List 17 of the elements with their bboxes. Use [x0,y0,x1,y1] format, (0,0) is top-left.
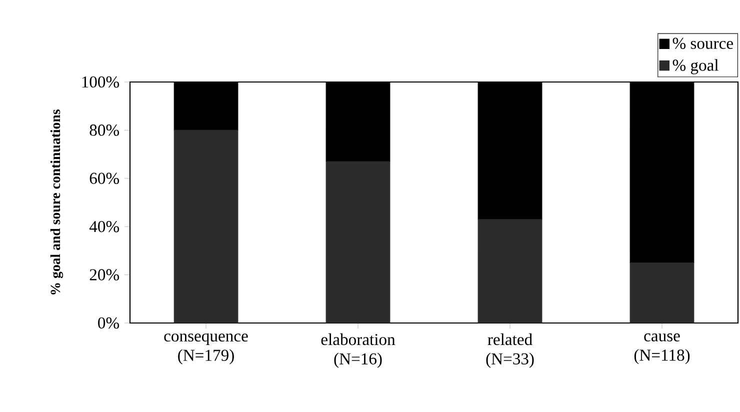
y-tick-label: 100% [82,76,120,88]
x-tick-label: elaboration (N=16) [321,333,396,368]
y-tick-label: 80% [90,124,120,136]
y-tick-label: 20% [90,269,120,280]
y-axis-title: % goal and soure continuations [50,110,64,294]
x-tick-label: related (N=33) [486,333,534,368]
legend-label: % goal [672,59,718,74]
bar [174,130,238,323]
bar [630,262,694,323]
legend-label: % source [672,38,733,49]
y-tick-label: 40% [89,220,120,232]
bar [326,161,390,323]
y-tick-label: 60% [90,172,120,184]
x-tick-label: cause (N=118) [634,333,690,364]
x-tick-label: consequence (N=179) [164,333,248,364]
y-tick-label: 0% [98,317,120,329]
bar [478,219,542,323]
